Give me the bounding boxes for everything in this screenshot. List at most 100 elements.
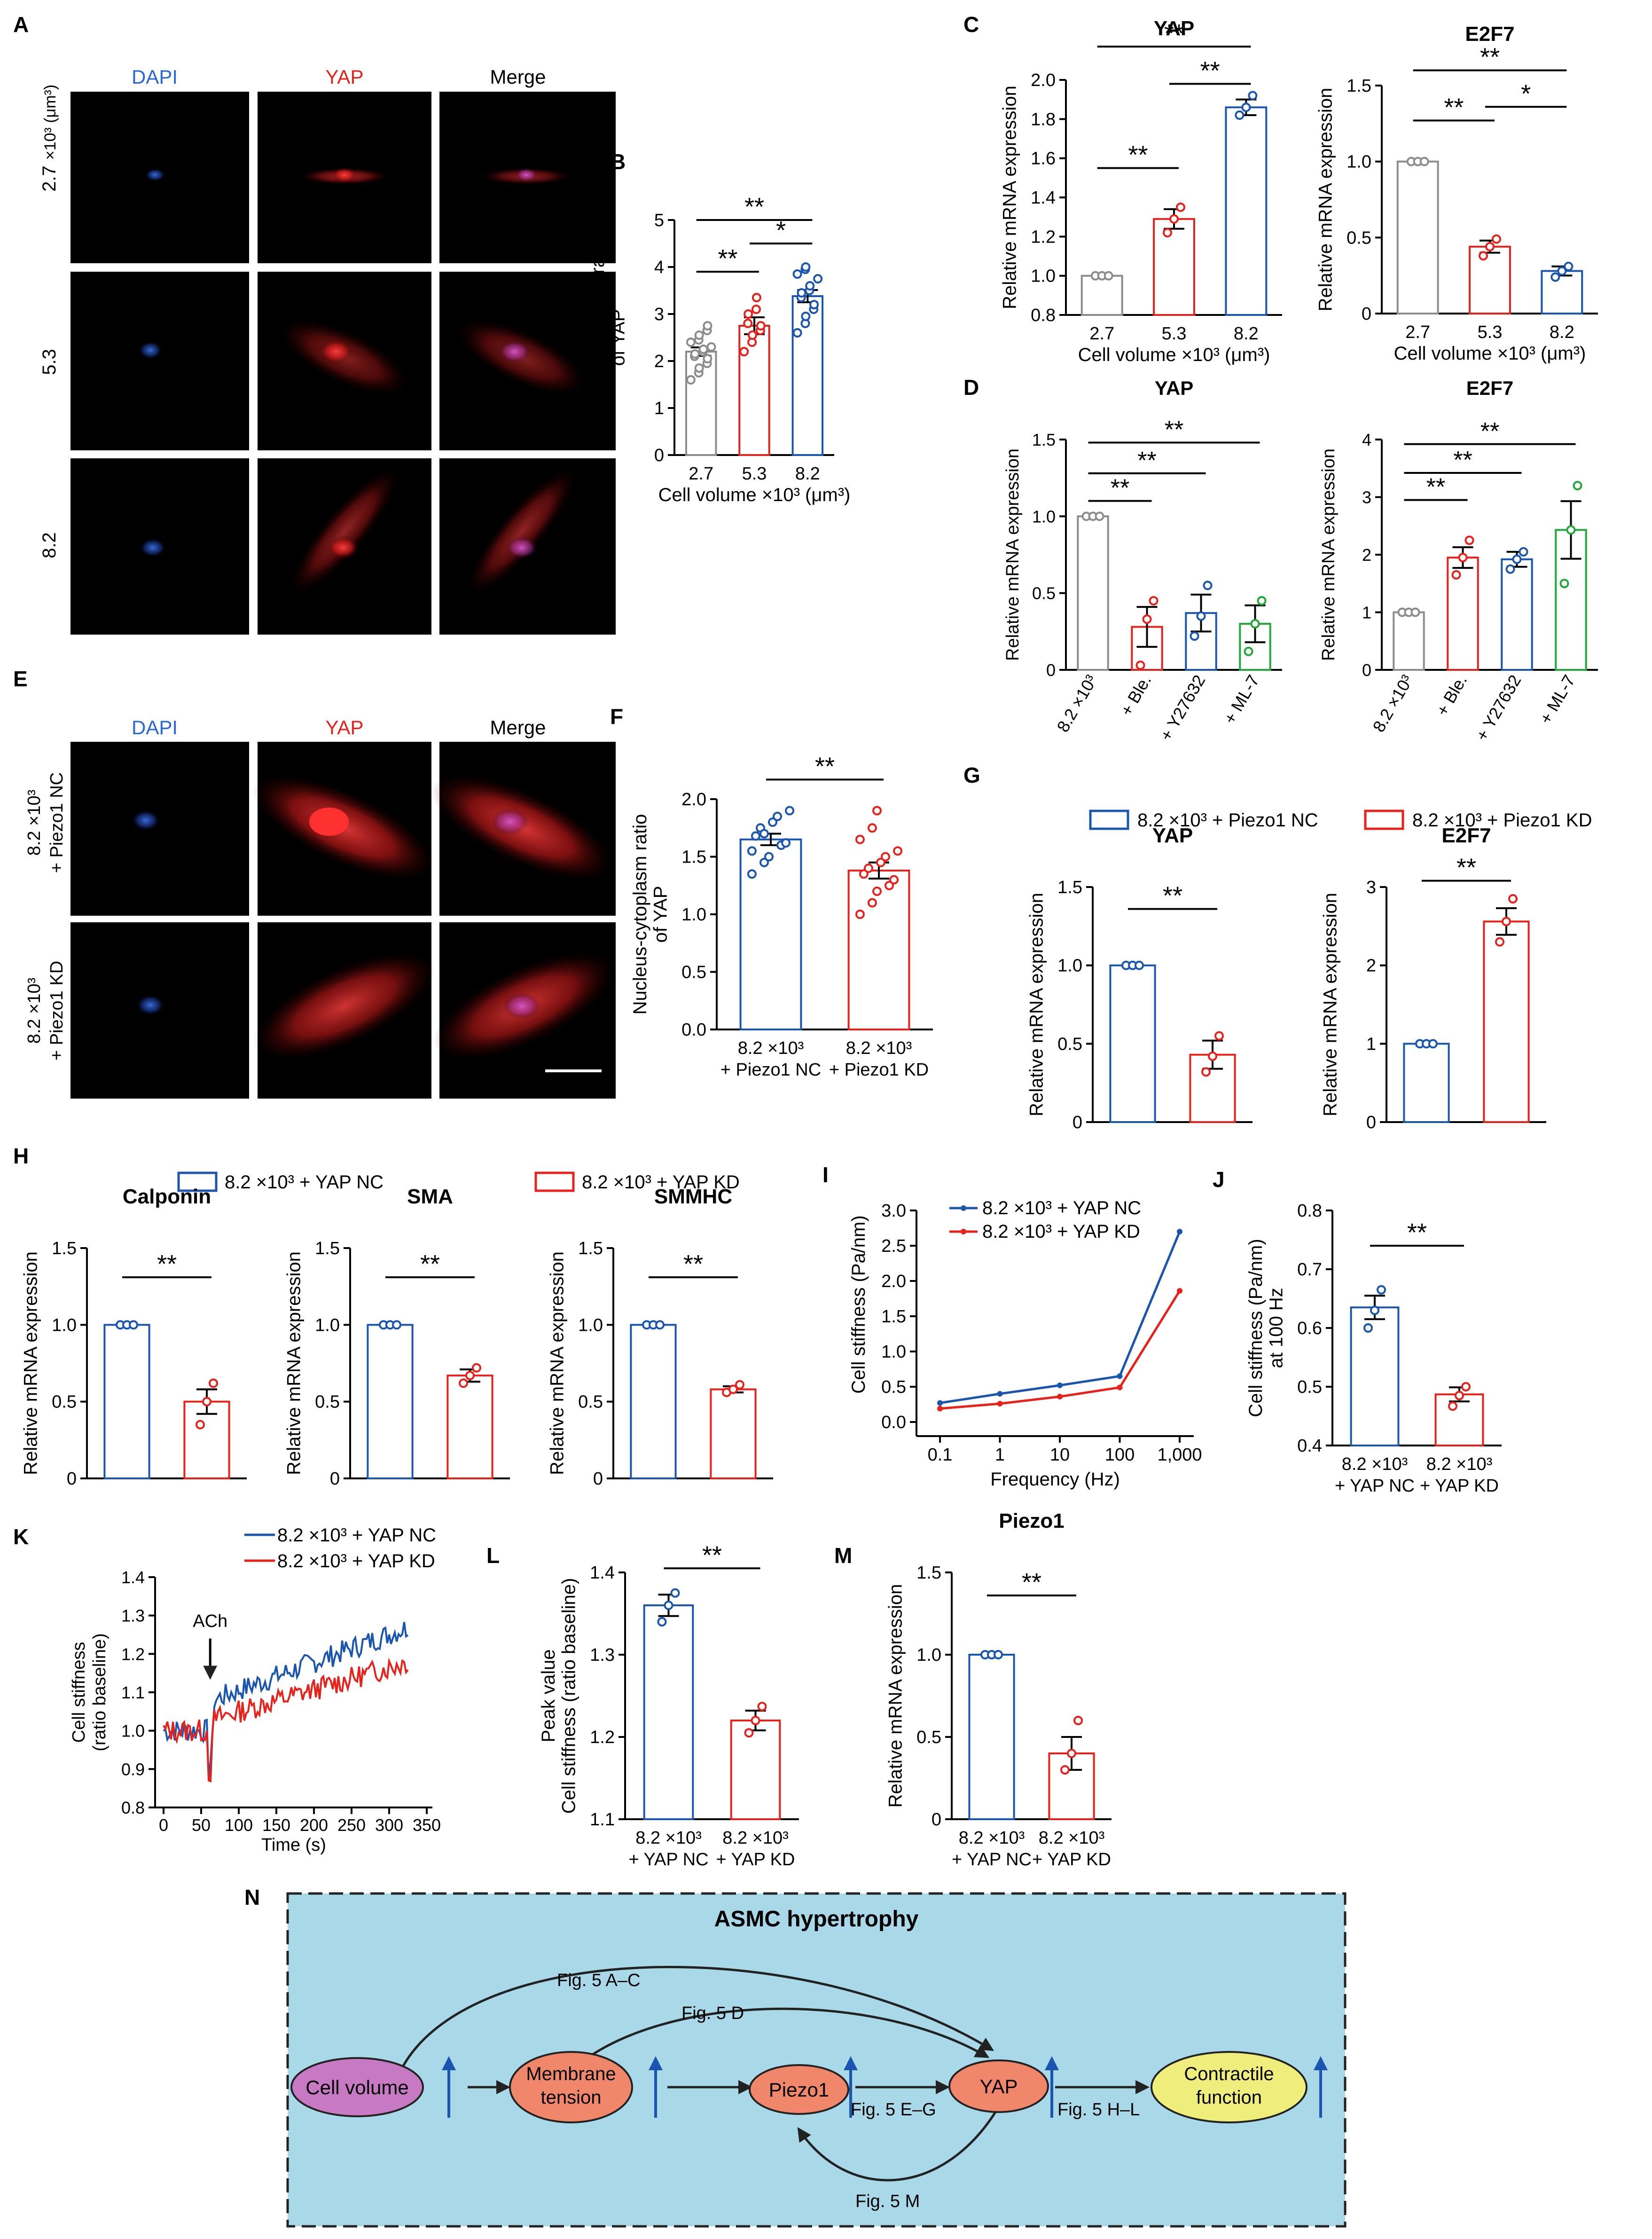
- data-point: [885, 880, 894, 890]
- series-line: [163, 1657, 409, 1783]
- x-tick-label: 8.2 ×10³: [722, 1828, 789, 1848]
- sig-label: **: [1137, 447, 1156, 474]
- data-point: [1550, 272, 1560, 282]
- x-tick-label: 250: [337, 1815, 366, 1835]
- data-point: [735, 1380, 744, 1390]
- y-axis-label: Nucleus-cytoplasm ratio: [630, 814, 650, 1015]
- y-tick-label: 0: [654, 446, 664, 465]
- sig-label: **: [1200, 56, 1220, 85]
- panel-letters: A B C D E F G H I J K L M N: [13, 12, 1225, 1909]
- y-axis-label: Relative mRNA expression: [1026, 893, 1047, 1116]
- data-point: [1149, 596, 1159, 605]
- x-tick-label: 350: [413, 1815, 441, 1835]
- node-cell-volume-label: Cell volume: [305, 2076, 408, 2098]
- data-point: [1190, 631, 1199, 641]
- chart-g-yap: 0 0.5 1.0 1.5 Relative mRNA expression YAP **: [1026, 824, 1253, 1132]
- data-point: [1244, 646, 1253, 656]
- panel-letter-g: G: [963, 763, 980, 787]
- data-point: [893, 846, 903, 856]
- x-axis-label: Cell volume ×10³ (μm³): [1394, 343, 1586, 364]
- data-point: [465, 1371, 475, 1381]
- data-point: [1559, 579, 1569, 589]
- sig-label: **: [1407, 1218, 1427, 1247]
- node-contractile-function-label-1: Contractile: [1184, 2064, 1274, 2084]
- y-axis-label: at 100 Hz: [1266, 1288, 1287, 1368]
- data-point: [1257, 596, 1267, 605]
- panel-letter-e: E: [13, 667, 28, 691]
- chart-title: SMMHC: [654, 1185, 732, 1208]
- y-tick-label: 1.0: [315, 1315, 340, 1335]
- data-point: [1363, 1323, 1373, 1333]
- chart-title: YAP: [1155, 377, 1194, 399]
- data-point: [196, 1420, 205, 1430]
- data-point: [1163, 228, 1172, 237]
- data-point: [773, 811, 783, 821]
- legend-label: 8.2 ×10³ + YAP KD: [277, 1551, 435, 1571]
- y-tick-label: 2.0: [681, 790, 706, 809]
- data-point: [792, 269, 802, 279]
- chart-title: SMA: [407, 1185, 453, 1208]
- data-point: [690, 349, 700, 359]
- y-tick-label: 0: [1046, 660, 1056, 680]
- sig-label: **: [702, 1541, 722, 1569]
- data-point: [744, 1728, 754, 1738]
- data-point: [889, 875, 899, 885]
- legend-g-kd-swatch: [1364, 809, 1404, 830]
- y-tick-label: 1.1: [121, 1683, 145, 1702]
- y-tick-label: 1.0: [1032, 507, 1056, 526]
- row-e2-line2: + Piezo1 KD: [47, 961, 67, 1061]
- x-tick-label: 150: [262, 1815, 290, 1835]
- y-tick-label: 2: [1362, 545, 1371, 565]
- y-tick-label: 1.8: [1031, 110, 1056, 129]
- x-tick-label: + YAP KD: [1420, 1476, 1499, 1496]
- ach-annotation: ACh: [193, 1611, 227, 1631]
- data-point: [994, 1650, 1003, 1659]
- chart-h-smmhc: 0 0.5 1.0 1.5 Relative mRNA expression SMMHC *…: [547, 1185, 773, 1489]
- y-tick-label: 1.0: [681, 905, 706, 925]
- y-tick-label: 1.5: [578, 1239, 603, 1258]
- data-point: [1479, 251, 1488, 261]
- y-tick-label: 1.5: [681, 848, 706, 867]
- y-tick-label: 1.1: [590, 1810, 615, 1830]
- series-line: [940, 1231, 1181, 1404]
- x-tick-label: 300: [375, 1815, 403, 1835]
- channel-yap-label-e: YAP: [326, 716, 364, 738]
- data-point: [1492, 234, 1501, 244]
- diagram-background: [286, 1892, 1347, 2228]
- x-tick-label: 8.2: [1550, 322, 1574, 342]
- bar: [1541, 270, 1583, 315]
- channel-dapi-label: DAPI: [132, 66, 178, 88]
- data-point: [997, 1391, 1003, 1397]
- legend-label: 8.2 ×10³ + YAP NC: [982, 1198, 1141, 1218]
- bar: [1393, 611, 1425, 671]
- chart-l: 1.1 1.2 1.3 1.4 Peak value Cell stiffness (ra…: [538, 1541, 799, 1870]
- row-labels-a: 2.7 5.3 8.2: [39, 165, 60, 558]
- y-tick-label: 0.5: [1032, 584, 1056, 603]
- y-tick-label: 0.8: [121, 1798, 145, 1817]
- y-tick-label: 0: [1362, 304, 1371, 324]
- node-piezo1-label: Piezo1: [769, 2079, 829, 2101]
- data-point: [1448, 1401, 1457, 1411]
- y-axis-label: Relative mRNA expression: [1315, 88, 1336, 312]
- sig-label: **: [744, 193, 764, 221]
- data-point: [855, 910, 865, 919]
- bar: [1403, 1043, 1450, 1123]
- cell-merge-a3: [468, 468, 576, 594]
- link-label-h-l: Fig. 5 H–L: [1057, 2100, 1140, 2120]
- data-point: [1419, 157, 1429, 166]
- cell-yap-a2-core: [319, 339, 353, 364]
- data-point: [1235, 110, 1245, 120]
- data-point: [855, 834, 865, 844]
- sig-label: **: [815, 752, 835, 780]
- row-e1-line1: 8.2 ×10³: [24, 790, 44, 856]
- data-point: [792, 328, 802, 338]
- nucleus-e2: [136, 995, 164, 1015]
- y-tick-label: 2: [1366, 956, 1376, 976]
- data-point: [202, 1397, 211, 1406]
- data-point: [881, 852, 891, 862]
- node-yap-label: YAP: [980, 2075, 1018, 2098]
- y-tick-label: 0.5: [1347, 228, 1371, 248]
- data-point: [743, 319, 753, 328]
- y-tick-label: 1: [1366, 1034, 1376, 1054]
